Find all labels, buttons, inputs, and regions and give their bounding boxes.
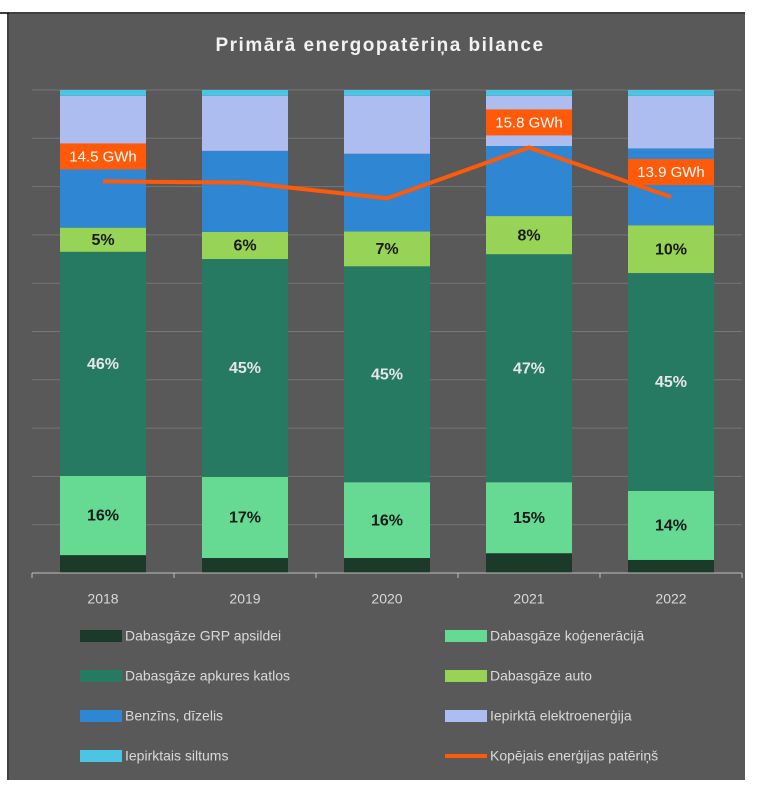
bar-segment (202, 95, 288, 151)
bar-segment (486, 553, 572, 573)
legend-swatch (445, 630, 487, 642)
bar-segment (344, 95, 430, 154)
legend-label: Dabasgāze koģenerācijā (490, 628, 644, 644)
data-label: 47% (513, 360, 545, 377)
x-tick-label: 2018 (87, 591, 118, 607)
legend-swatch (80, 750, 122, 762)
x-tick-label: 2020 (371, 591, 402, 607)
data-label: 17% (229, 510, 261, 527)
data-label-box (60, 143, 146, 170)
data-label: 14% (655, 518, 687, 535)
data-label-box (628, 159, 714, 186)
bar-segment (628, 95, 714, 149)
data-label: 46% (87, 356, 119, 373)
data-label: 16% (371, 512, 403, 529)
data-label-box (486, 109, 572, 136)
bar-segment (202, 558, 288, 573)
x-tick-label: 2022 (655, 591, 686, 607)
bar-segment (628, 90, 714, 96)
bar-segment (60, 251, 146, 476)
legend-swatch (80, 630, 122, 642)
bar-segment (628, 490, 714, 560)
bar-segment (344, 153, 430, 232)
legend-label: Kopējais enerģijas patēriņš (490, 748, 658, 764)
bar-segment (628, 559, 714, 573)
x-tick-label: 2021 (513, 591, 544, 607)
bar-segment (202, 150, 288, 233)
bar-segment (628, 273, 714, 491)
legend-label: Iepirktā elektroenerģija (490, 708, 632, 724)
bar-segment (486, 216, 572, 255)
data-label: 7% (375, 241, 398, 258)
bar-segment (202, 476, 288, 559)
legend-label: Benzīns, dīzelis (125, 708, 223, 724)
data-label: 15.8 GWh (495, 114, 563, 131)
line (102, 145, 672, 201)
bar-segment (486, 90, 572, 96)
legend-label: Iepirktais siltums (125, 748, 228, 764)
data-label: 45% (229, 360, 261, 377)
bar-segment (486, 482, 572, 554)
bar-segment (60, 95, 146, 150)
bar-segment (202, 90, 288, 96)
bar-segment (344, 482, 430, 559)
bar-segment (60, 555, 146, 573)
data-label: 45% (655, 374, 687, 391)
data-label: 14.5 GWh (69, 148, 137, 165)
data-label: 15% (513, 510, 545, 527)
legend-swatch (445, 670, 487, 682)
bar-segment (202, 259, 288, 477)
data-label: 10% (655, 241, 687, 258)
data-label: 16% (87, 508, 119, 525)
data-label: 45% (371, 366, 403, 383)
bar-segment (344, 90, 430, 96)
bar-segment (628, 225, 714, 274)
bar-segment (344, 231, 430, 267)
legend-swatch (80, 670, 122, 682)
bar-segment (60, 90, 146, 96)
data-label: 8% (517, 227, 540, 244)
data-label: 6% (233, 238, 256, 255)
legend-swatch (445, 710, 487, 722)
data-label: 5% (91, 232, 114, 249)
legend-swatch (80, 710, 122, 722)
bar-segment (344, 558, 430, 573)
bar-segment (202, 232, 288, 260)
bar-segment (344, 266, 430, 483)
chart-title: Primārā energopatēriņa bilance (215, 35, 544, 56)
legend-label: Dabasgāze auto (490, 668, 592, 684)
legend-label: Dabasgāze GRP apsildei (125, 628, 281, 644)
data-label: 13.9 GWh (637, 164, 705, 181)
legend-label: Dabasgāze apkures katlos (125, 668, 290, 684)
bar-segment (486, 254, 572, 483)
bar-segment (60, 475, 146, 556)
x-tick-label: 2019 (229, 591, 260, 607)
bar-segment (60, 227, 146, 252)
